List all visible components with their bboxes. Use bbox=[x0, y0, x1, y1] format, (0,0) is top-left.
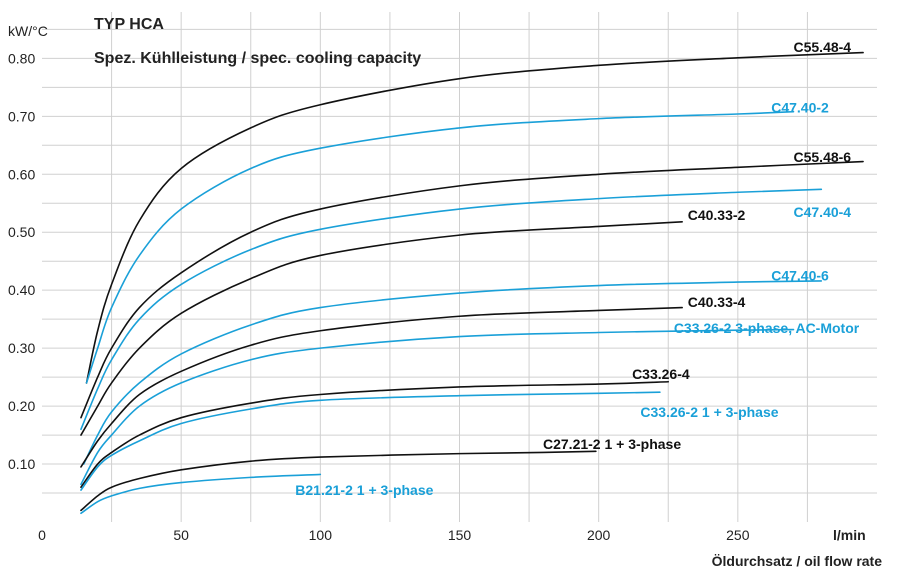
grid-layer bbox=[42, 12, 877, 522]
y-tick-label: 0.40 bbox=[8, 282, 35, 298]
series-line-b21-21-2-1-3-phase bbox=[80, 473, 322, 515]
y-axis-label: kW/°C bbox=[8, 23, 48, 39]
series-line-c27-21-2-1-3-phase bbox=[80, 450, 597, 512]
x-tick-label: 250 bbox=[726, 527, 750, 543]
x-axis-label: Öldurchsatz / oil flow rate bbox=[712, 553, 883, 569]
series-label: C55.48-4 bbox=[794, 39, 852, 55]
series-line-c55-48-4 bbox=[85, 51, 864, 384]
series-line-c33-26-2-3-phase-ac-motor bbox=[80, 328, 795, 486]
series-line-c33-26-2-1-3-phase bbox=[80, 391, 661, 491]
x-axis-unit: l/min bbox=[833, 527, 866, 543]
series-label: C27.21-2 1 + 3-phase bbox=[543, 436, 681, 452]
chart-subtitle: Spez. Kühlleistung / spec. cooling capac… bbox=[94, 50, 421, 67]
x-tick-label: 0 bbox=[38, 527, 46, 543]
x-tick-label: 50 bbox=[173, 527, 189, 543]
series-label-layer: C55.48-4 C47.40-2 C55.48-6 C47.40-4 C40.33-2… bbox=[295, 39, 859, 498]
series-label: B21.21-2 1 + 3-phase bbox=[295, 482, 433, 498]
chart-title: TYP HCA bbox=[94, 16, 164, 33]
series-label: C33.26-2 3-phase, AC-Motor bbox=[674, 320, 860, 336]
y-tick-label: 0.30 bbox=[8, 340, 35, 356]
series-line-c40-33-2 bbox=[80, 220, 683, 436]
y-tick-label: 0.10 bbox=[8, 456, 35, 472]
x-tick-label: 200 bbox=[587, 527, 611, 543]
series-line-c40-33-4 bbox=[80, 306, 683, 468]
series-label: C55.48-6 bbox=[794, 149, 852, 165]
x-tick-label: 150 bbox=[448, 527, 472, 543]
series-line-c55-48-6 bbox=[80, 160, 864, 419]
series-label: C33.26-4 bbox=[632, 366, 690, 382]
series-line-c47-40-2 bbox=[85, 110, 795, 384]
y-tick-label: 0.70 bbox=[8, 108, 35, 124]
y-tick-label: 0.60 bbox=[8, 166, 35, 182]
series-label: C33.26-2 1 + 3-phase bbox=[640, 404, 778, 420]
series-label: C47.40-2 bbox=[771, 100, 829, 116]
series-label: C40.33-4 bbox=[688, 294, 746, 310]
series-line-c47-40-6 bbox=[82, 280, 823, 465]
series-label: C40.33-2 bbox=[688, 207, 746, 223]
series-line-c47-40-4 bbox=[80, 188, 823, 431]
series-layer bbox=[80, 51, 864, 515]
title-layer: kW/°C TYP HCA Spez. Kühlleistung / spec.… bbox=[8, 16, 882, 569]
y-tick-label: 0.80 bbox=[8, 50, 35, 66]
series-line-c33-26-4 bbox=[80, 380, 670, 489]
x-tick-label: 100 bbox=[309, 527, 333, 543]
axis-layer: 0.10 0.20 0.30 0.40 0.50 0.60 0.70 0.80 0 50 100 15… bbox=[8, 50, 750, 543]
series-label: C47.40-6 bbox=[771, 268, 829, 284]
series-label: C47.40-4 bbox=[794, 204, 852, 220]
y-tick-label: 0.20 bbox=[8, 398, 35, 414]
y-tick-label: 0.50 bbox=[8, 224, 35, 240]
